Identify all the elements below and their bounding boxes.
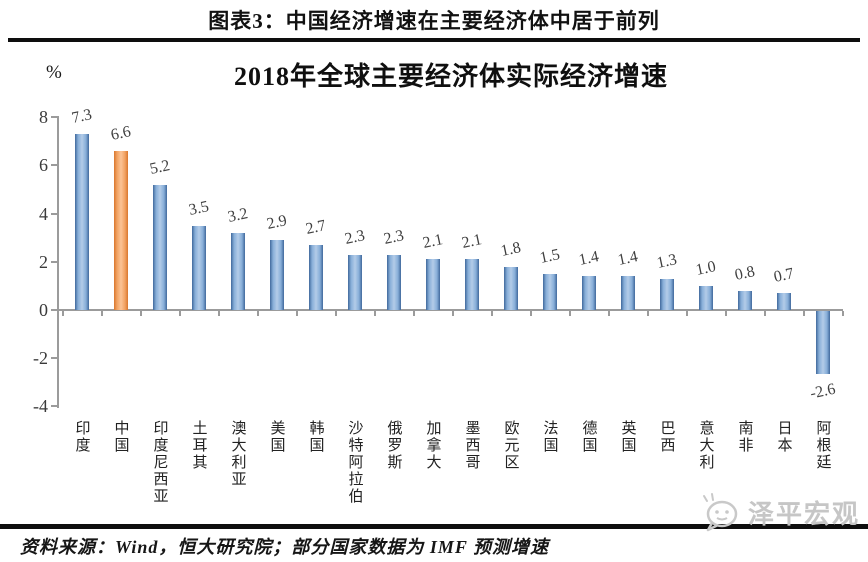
- x-tick-mark: [296, 311, 298, 316]
- category-label: 美国: [268, 420, 285, 454]
- y-tick-label: 6: [39, 155, 48, 176]
- x-tick-mark: [413, 311, 415, 316]
- x-tick-mark: [764, 311, 766, 316]
- data-source-note: 资料来源：Wind，恒大研究院；部分国家数据为 IMF 预测增速: [20, 537, 550, 557]
- category-label: 中国: [112, 420, 129, 454]
- category-label: 日本: [775, 420, 792, 454]
- bar: [776, 293, 791, 310]
- bar: [230, 232, 245, 310]
- category-label: 阿根廷: [814, 420, 831, 471]
- category-label: 墨西哥: [463, 420, 480, 471]
- x-tick-mark: [257, 311, 259, 316]
- x-tick-mark: [179, 311, 181, 316]
- bar: [74, 134, 89, 310]
- bar: [542, 273, 557, 310]
- category-label: 印度: [73, 420, 90, 454]
- bottom-divider: [0, 524, 868, 529]
- x-tick-mark: [725, 311, 727, 316]
- bar-value-label: -2.6: [808, 380, 837, 403]
- y-tick-label: -2: [33, 348, 48, 369]
- x-tick-mark: [218, 311, 220, 316]
- category-label: 南非: [736, 420, 753, 454]
- top-divider: [8, 38, 860, 42]
- y-tick-mark: [51, 309, 58, 311]
- y-tick-mark: [51, 116, 58, 119]
- x-axis-line: [57, 309, 843, 311]
- y-axis-line: [57, 116, 59, 408]
- x-tick-mark: [530, 311, 532, 316]
- x-tick-mark: [569, 311, 571, 316]
- category-label: 加拿大: [424, 420, 441, 471]
- y-tick-mark: [51, 260, 58, 263]
- category-label: 法国: [541, 420, 558, 454]
- watermark-label: 泽平宏观: [747, 499, 860, 529]
- x-tick-mark: [491, 311, 493, 316]
- category-label: 俄罗斯: [385, 420, 402, 471]
- x-tick-mark: [335, 311, 337, 316]
- bar: [386, 254, 401, 310]
- bar: [659, 278, 674, 310]
- y-tick-mark: [51, 212, 58, 215]
- y-tick-label: 4: [39, 203, 48, 224]
- bar: [620, 276, 635, 310]
- bar: [737, 290, 752, 310]
- bar: [815, 311, 830, 374]
- x-tick-mark: [842, 311, 844, 316]
- category-label: 土耳其: [190, 420, 207, 471]
- category-label: 沙特阿拉伯: [346, 420, 363, 505]
- y-tick-mark: [51, 164, 58, 167]
- x-tick-mark: [101, 311, 103, 316]
- bar: [503, 266, 518, 310]
- watermark: 泽平宏观: [698, 492, 860, 532]
- y-tick-mark: [51, 405, 58, 408]
- category-label: 韩国: [307, 420, 324, 454]
- y-tick-label: 2: [39, 251, 48, 272]
- x-tick-mark: [803, 311, 805, 316]
- bar-value-label: 5.2: [147, 156, 171, 178]
- x-tick-mark: [452, 311, 454, 316]
- y-tick-label: 0: [39, 300, 48, 320]
- x-tick-mark: [608, 311, 610, 316]
- bar: [425, 259, 440, 310]
- x-tick-mark: [140, 311, 142, 316]
- y-tick-mark: [51, 357, 58, 360]
- bar: [581, 276, 596, 310]
- bar: [308, 244, 323, 310]
- x-tick-mark: [686, 311, 688, 316]
- category-label: 澳大利亚: [229, 420, 246, 488]
- bar: [347, 254, 362, 310]
- y-tick-label: -4: [33, 396, 48, 417]
- category-label: 德国: [580, 420, 597, 454]
- chart-title: 2018年全球主要经济体实际经济增速: [233, 62, 668, 91]
- bar: [698, 285, 713, 310]
- bar-value-label: 6.6: [108, 123, 132, 144]
- category-label: 巴西: [658, 420, 675, 454]
- category-label: 意大利: [697, 420, 714, 471]
- y-tick-label: 8: [39, 107, 48, 128]
- category-label: 英国: [619, 420, 636, 454]
- y-axis-unit-label: %: [46, 62, 62, 83]
- smiley-bubble-icon: [702, 493, 738, 532]
- x-tick-mark: [374, 311, 376, 316]
- category-label: 印度尼西亚: [151, 420, 168, 505]
- x-tick-mark: [647, 311, 649, 316]
- bar: [464, 259, 479, 310]
- bar: [269, 240, 284, 310]
- category-label: 欧元区: [502, 420, 519, 471]
- figure-caption: 图表3：中国经济增速在主要经济体中居于前列: [208, 9, 660, 33]
- bar: [191, 225, 206, 310]
- bar-highlight: [113, 150, 128, 310]
- bar: [152, 184, 167, 310]
- x-tick-mark: [62, 311, 64, 316]
